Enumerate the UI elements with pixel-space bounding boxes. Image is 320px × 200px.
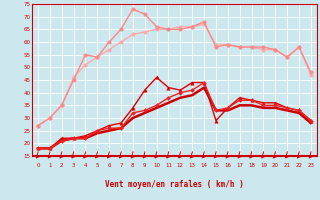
X-axis label: Vent moyen/en rafales ( km/h ): Vent moyen/en rafales ( km/h ) <box>105 180 244 189</box>
